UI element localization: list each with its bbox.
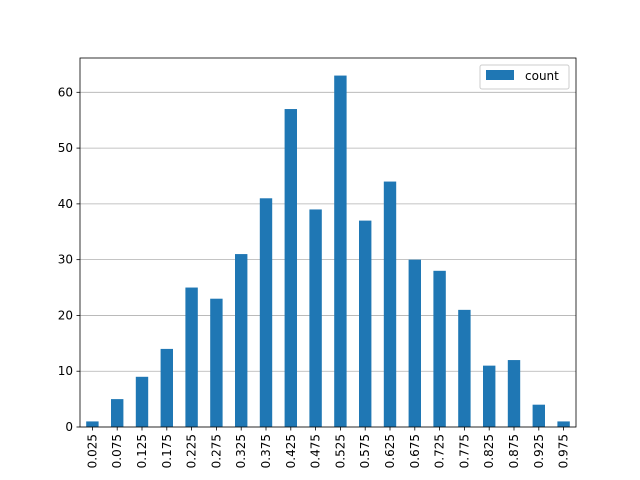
- bar-0.325: [235, 254, 248, 427]
- bar-0.975: [557, 421, 570, 427]
- x-tick-label: 0.825: [482, 434, 496, 468]
- bar-0.175: [160, 348, 173, 427]
- bar-0.575: [359, 220, 372, 427]
- bar-0.375: [259, 198, 273, 427]
- bar-0.275: [210, 298, 223, 427]
- x-tick-label: 0.275: [209, 434, 223, 468]
- bar-0.775: [458, 309, 471, 427]
- y-tick-label: 10: [58, 364, 73, 378]
- x-tick-label: 0.575: [358, 434, 372, 468]
- x-tick-label: 0.425: [284, 434, 298, 468]
- x-tick-label: 0.025: [85, 434, 99, 468]
- x-tick-label: 0.775: [457, 434, 471, 468]
- bar-0.625: [383, 181, 397, 427]
- bar-0.075: [111, 399, 124, 427]
- bar-0.225: [185, 287, 198, 427]
- x-tick-label: 0.975: [557, 434, 571, 468]
- bar-0.525: [334, 75, 347, 428]
- y-tick-label: 50: [58, 141, 73, 155]
- x-tick-label: 0.075: [110, 434, 124, 468]
- bars: [86, 75, 570, 428]
- y-tick-label: 20: [58, 308, 73, 322]
- bar-0.725: [433, 270, 446, 427]
- axes: 0 10 20 30 40 50 60 0.025 0.075 0.125 0.175 0.225 0.…: [58, 57, 577, 468]
- y-tick-label: 0: [65, 420, 73, 434]
- bar-0.675: [408, 259, 421, 427]
- x-tick-label: 0.875: [507, 434, 521, 468]
- x-tick-label: 0.225: [185, 434, 199, 468]
- x-tick-label: 0.925: [532, 434, 546, 468]
- bar-0.825: [483, 365, 496, 427]
- legend-label: count: [525, 69, 559, 83]
- bar-0.925: [532, 404, 545, 427]
- bar-0.125: [135, 376, 149, 427]
- x-tick-label: 0.725: [433, 434, 447, 468]
- bar-0.025: [86, 421, 99, 427]
- bar-0.875: [507, 360, 521, 427]
- x-tick-label: 0.525: [333, 434, 347, 468]
- legend-swatch: [486, 70, 514, 80]
- bar-0.475: [309, 209, 322, 427]
- bar-0.425: [284, 109, 297, 427]
- x-tick-label: 0.625: [383, 434, 397, 468]
- y-tick-label: 30: [58, 253, 73, 267]
- axes-frame: [79, 57, 577, 428]
- x-tick-label: 0.125: [135, 434, 149, 468]
- x-tick-label: 0.475: [309, 434, 323, 468]
- y-tick-label: 40: [58, 197, 73, 211]
- x-tick-label: 0.175: [160, 434, 174, 468]
- x-tick-label: 0.325: [234, 434, 248, 468]
- legend: count: [479, 64, 570, 90]
- x-tick-label: 0.375: [259, 434, 273, 468]
- y-tick-label: 60: [58, 85, 73, 99]
- x-tick-label: 0.675: [408, 434, 422, 468]
